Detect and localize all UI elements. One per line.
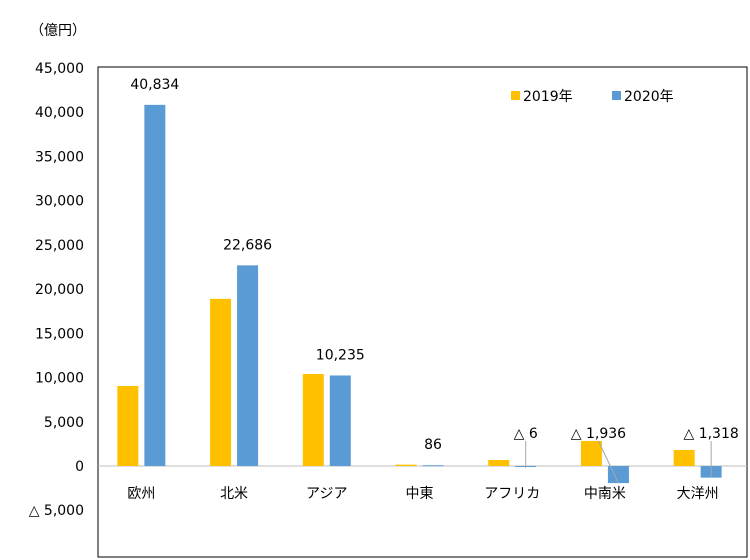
unit-label: （億円） <box>30 23 86 39</box>
bar-2020 <box>237 265 259 466</box>
bar-2019 <box>302 374 324 466</box>
leader-line <box>597 440 619 484</box>
category-label: アフリカ <box>484 486 540 502</box>
category-label: アジア <box>306 486 347 502</box>
y-tick-label: 5,000 <box>44 415 84 431</box>
y-tick-label: 30,000 <box>35 194 84 210</box>
bar-2019 <box>117 385 139 466</box>
data-label-2020: △ 1,936 <box>571 426 626 442</box>
y-tick-label: 15,000 <box>35 326 84 342</box>
data-label-2020: △ 1,318 <box>683 426 738 442</box>
y-tick-label: 10,000 <box>35 371 84 387</box>
bar-2020 <box>422 465 444 467</box>
y-tick-label: 40,000 <box>35 105 84 121</box>
bar-2019 <box>580 440 602 466</box>
category-label: 中南米 <box>584 486 626 502</box>
y-tick-label: 20,000 <box>35 282 84 298</box>
data-label-2020: △ 6 <box>514 426 538 442</box>
data-label-2020: 22,686 <box>223 237 272 253</box>
plot-area-border <box>97 66 748 558</box>
bar-2019 <box>488 459 510 466</box>
category-label: 大洋州 <box>677 486 719 502</box>
legend-label: 2020年 <box>624 89 674 105</box>
y-tick-label: 25,000 <box>35 238 84 254</box>
bar-2020 <box>607 466 629 484</box>
category-label: 中東 <box>406 486 434 502</box>
legend-swatch-2019 <box>511 91 520 100</box>
bar-2020 <box>144 104 166 467</box>
legend-swatch-2020 <box>612 91 621 100</box>
bar-2019 <box>395 464 417 466</box>
y-tick-label: 0 <box>75 459 84 475</box>
data-label-2020: 40,834 <box>130 77 179 93</box>
y-tick-label: △ 5,000 <box>29 503 84 519</box>
bar-2020 <box>329 375 351 466</box>
data-label-2020: 86 <box>424 437 442 453</box>
bar-2019 <box>673 449 695 466</box>
data-label-2020: 10,235 <box>316 347 365 363</box>
y-tick-label: 35,000 <box>35 149 84 165</box>
y-tick-label: 45,000 <box>35 61 84 77</box>
legend-label: 2019年 <box>523 89 573 105</box>
category-label: 欧州 <box>127 486 155 502</box>
category-label: 北米 <box>220 486 248 502</box>
bar-2019 <box>210 298 232 466</box>
